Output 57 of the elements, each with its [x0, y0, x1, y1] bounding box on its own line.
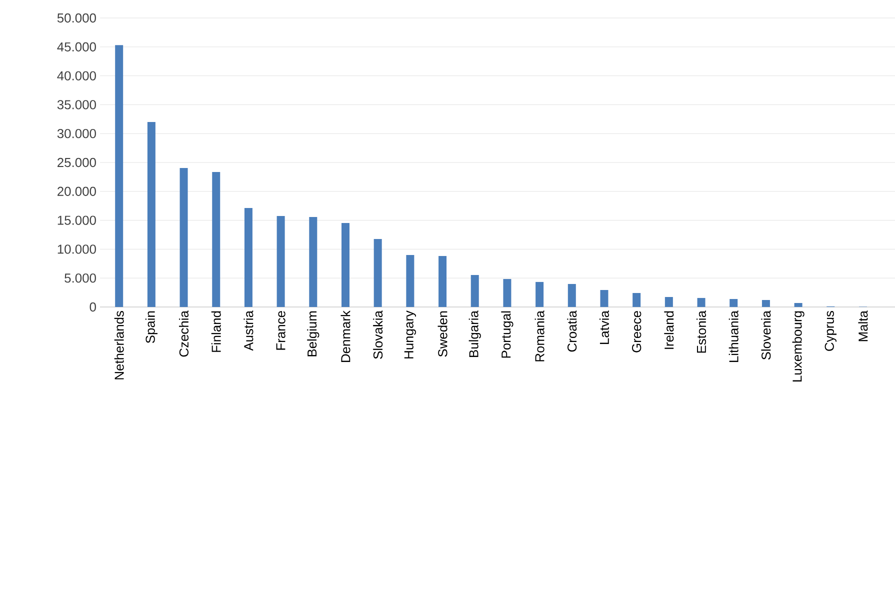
x-tick-label: Croatia: [567, 310, 577, 352]
x-tick-label: Austria: [244, 310, 254, 351]
y-tick-label: 0: [90, 302, 96, 312]
bar: [406, 254, 414, 307]
x-tick-label: Ireland: [664, 311, 674, 349]
x-tick-label: Finland: [211, 311, 221, 352]
x-tick-label: Spain: [145, 311, 158, 344]
y-tick-label: 20.000: [58, 186, 96, 196]
bar: [341, 223, 350, 307]
x-tick-label: Cyprus: [824, 310, 837, 351]
bar: [276, 216, 285, 307]
x-tick-label: Estonia: [696, 310, 706, 353]
bar: [503, 279, 512, 307]
bar: [147, 122, 156, 307]
x-tick-label: Luxembourg: [792, 311, 804, 382]
x-tick-label: Latvia: [599, 310, 609, 344]
y-tick-label: 15.000: [58, 216, 96, 225]
bar: [438, 256, 447, 307]
x-tick-label: Slovakia: [373, 310, 383, 359]
x-tick-label: Hungary: [404, 310, 416, 358]
x-tick-label: Czechia: [179, 310, 189, 357]
bar: [600, 290, 608, 307]
y-tick-label: 10.000: [58, 244, 96, 254]
x-tick-label: Denmark: [340, 310, 350, 362]
bar: [470, 274, 479, 307]
bar: [244, 208, 252, 307]
bar: [697, 298, 706, 307]
bar: [309, 216, 318, 307]
bar: [536, 282, 544, 307]
bar: [212, 172, 220, 307]
y-tick-label: 45.000: [57, 42, 96, 52]
bar: [664, 296, 673, 307]
y-tick-label: 50.000: [57, 13, 96, 23]
bar: [115, 45, 124, 307]
bar: [374, 239, 382, 307]
y-tick-label: 5.000: [64, 274, 96, 283]
x-tick-label: Bulgaria: [468, 310, 481, 357]
bar: [730, 299, 738, 307]
y-tick-label: 30.000: [57, 129, 96, 138]
bar: [794, 302, 802, 307]
x-tick-label: Netherlands: [114, 310, 124, 380]
bar: [762, 300, 770, 307]
y-tick-label: 25.000: [58, 158, 96, 168]
y-tick-label: 35.000: [57, 100, 96, 110]
x-tick-label: Sweden: [438, 311, 448, 357]
x-tick-label: Slovenia: [761, 310, 771, 360]
x-tick-label: France: [276, 311, 286, 350]
y-tick-label: 40.000: [57, 71, 96, 80]
bar: [180, 168, 188, 307]
bar: [632, 292, 641, 307]
x-tick-label: Malta: [858, 310, 868, 342]
x-tick-label: Portugal: [501, 311, 514, 358]
x-tick-label: Romania: [534, 310, 544, 362]
x-tick-label: Lithuania: [728, 310, 738, 362]
x-tick-label: Belgium: [307, 311, 320, 356]
x-tick-label: Greece: [632, 311, 642, 352]
bar: [568, 284, 576, 307]
